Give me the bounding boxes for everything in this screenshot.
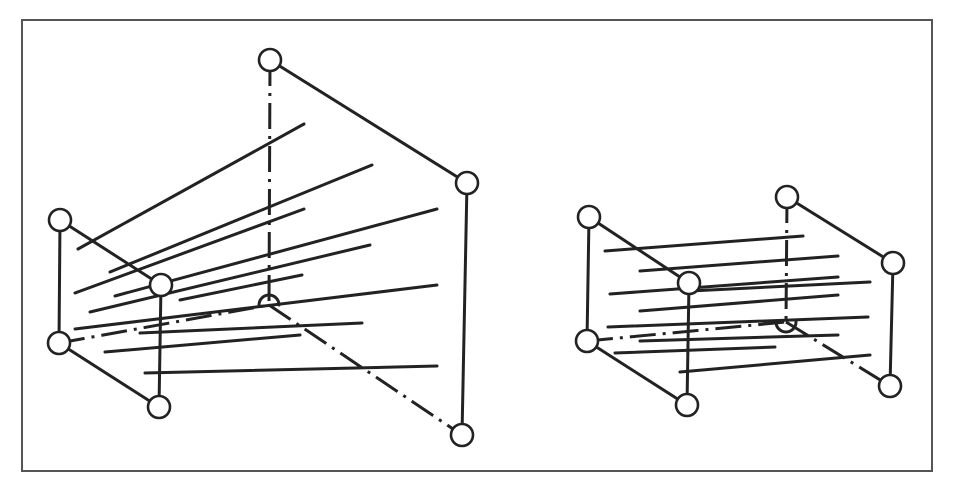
vertex-node <box>148 272 174 298</box>
box-depth-lines <box>603 234 872 374</box>
depth-line <box>143 364 439 375</box>
vertex-node <box>576 204 602 230</box>
depth-line <box>138 321 364 335</box>
depth-line <box>108 163 374 274</box>
vertex-node <box>574 328 600 354</box>
frustum-depth-lines <box>73 122 439 375</box>
depth-line <box>178 273 304 302</box>
frustum-right-edge <box>460 181 469 437</box>
frustum-top-edge <box>268 58 469 185</box>
vertex-node <box>880 250 906 276</box>
vertex-node <box>46 330 72 356</box>
vertex-node <box>877 373 903 399</box>
depth-line <box>103 333 302 354</box>
depth-line <box>73 207 306 295</box>
vertex-node <box>47 207 73 233</box>
box-hidden-rear-edge <box>586 320 787 343</box>
hidden-vertex-node <box>257 293 281 307</box>
depth-line <box>73 283 439 331</box>
box-front-left-edge <box>585 215 591 343</box>
vertex-node <box>146 394 172 420</box>
vertex-node <box>257 47 283 73</box>
frustum-front-bottom-edge <box>57 341 161 409</box>
frustum-front-top-edge <box>58 218 163 287</box>
hidden-vertex-node <box>774 320 798 334</box>
frustum-front-left-edge <box>57 218 62 345</box>
frustum-hidden-bottom-edge <box>268 303 463 437</box>
depth-line <box>606 315 870 329</box>
box-right-edge <box>888 261 895 388</box>
depth-line <box>613 345 777 355</box>
vertex-node <box>674 392 700 418</box>
vertex-node <box>774 184 800 210</box>
box-front-bottom-edge <box>585 339 689 407</box>
depth-line <box>638 333 840 343</box>
frustum-front-right-edge <box>157 283 163 409</box>
box-hidden-bottom-edge <box>785 320 891 388</box>
box-front-right-edge <box>685 281 691 407</box>
depth-line <box>638 254 840 273</box>
figure-frame <box>21 19 933 472</box>
vertex-node <box>449 422 475 448</box>
box-panel <box>574 184 906 418</box>
box-top-edge <box>785 195 895 265</box>
depth-line <box>76 122 306 251</box>
depth-line <box>678 353 872 374</box>
frustum-panel <box>46 47 480 448</box>
vertex-node <box>676 270 702 296</box>
vertex-node <box>454 170 480 196</box>
depth-line <box>688 280 872 293</box>
depth-line <box>88 243 372 314</box>
depth-line <box>638 293 840 313</box>
box-front-top-edge <box>587 215 691 285</box>
depth-line <box>608 275 840 296</box>
frustum-hidden-rear-edge <box>58 303 270 345</box>
